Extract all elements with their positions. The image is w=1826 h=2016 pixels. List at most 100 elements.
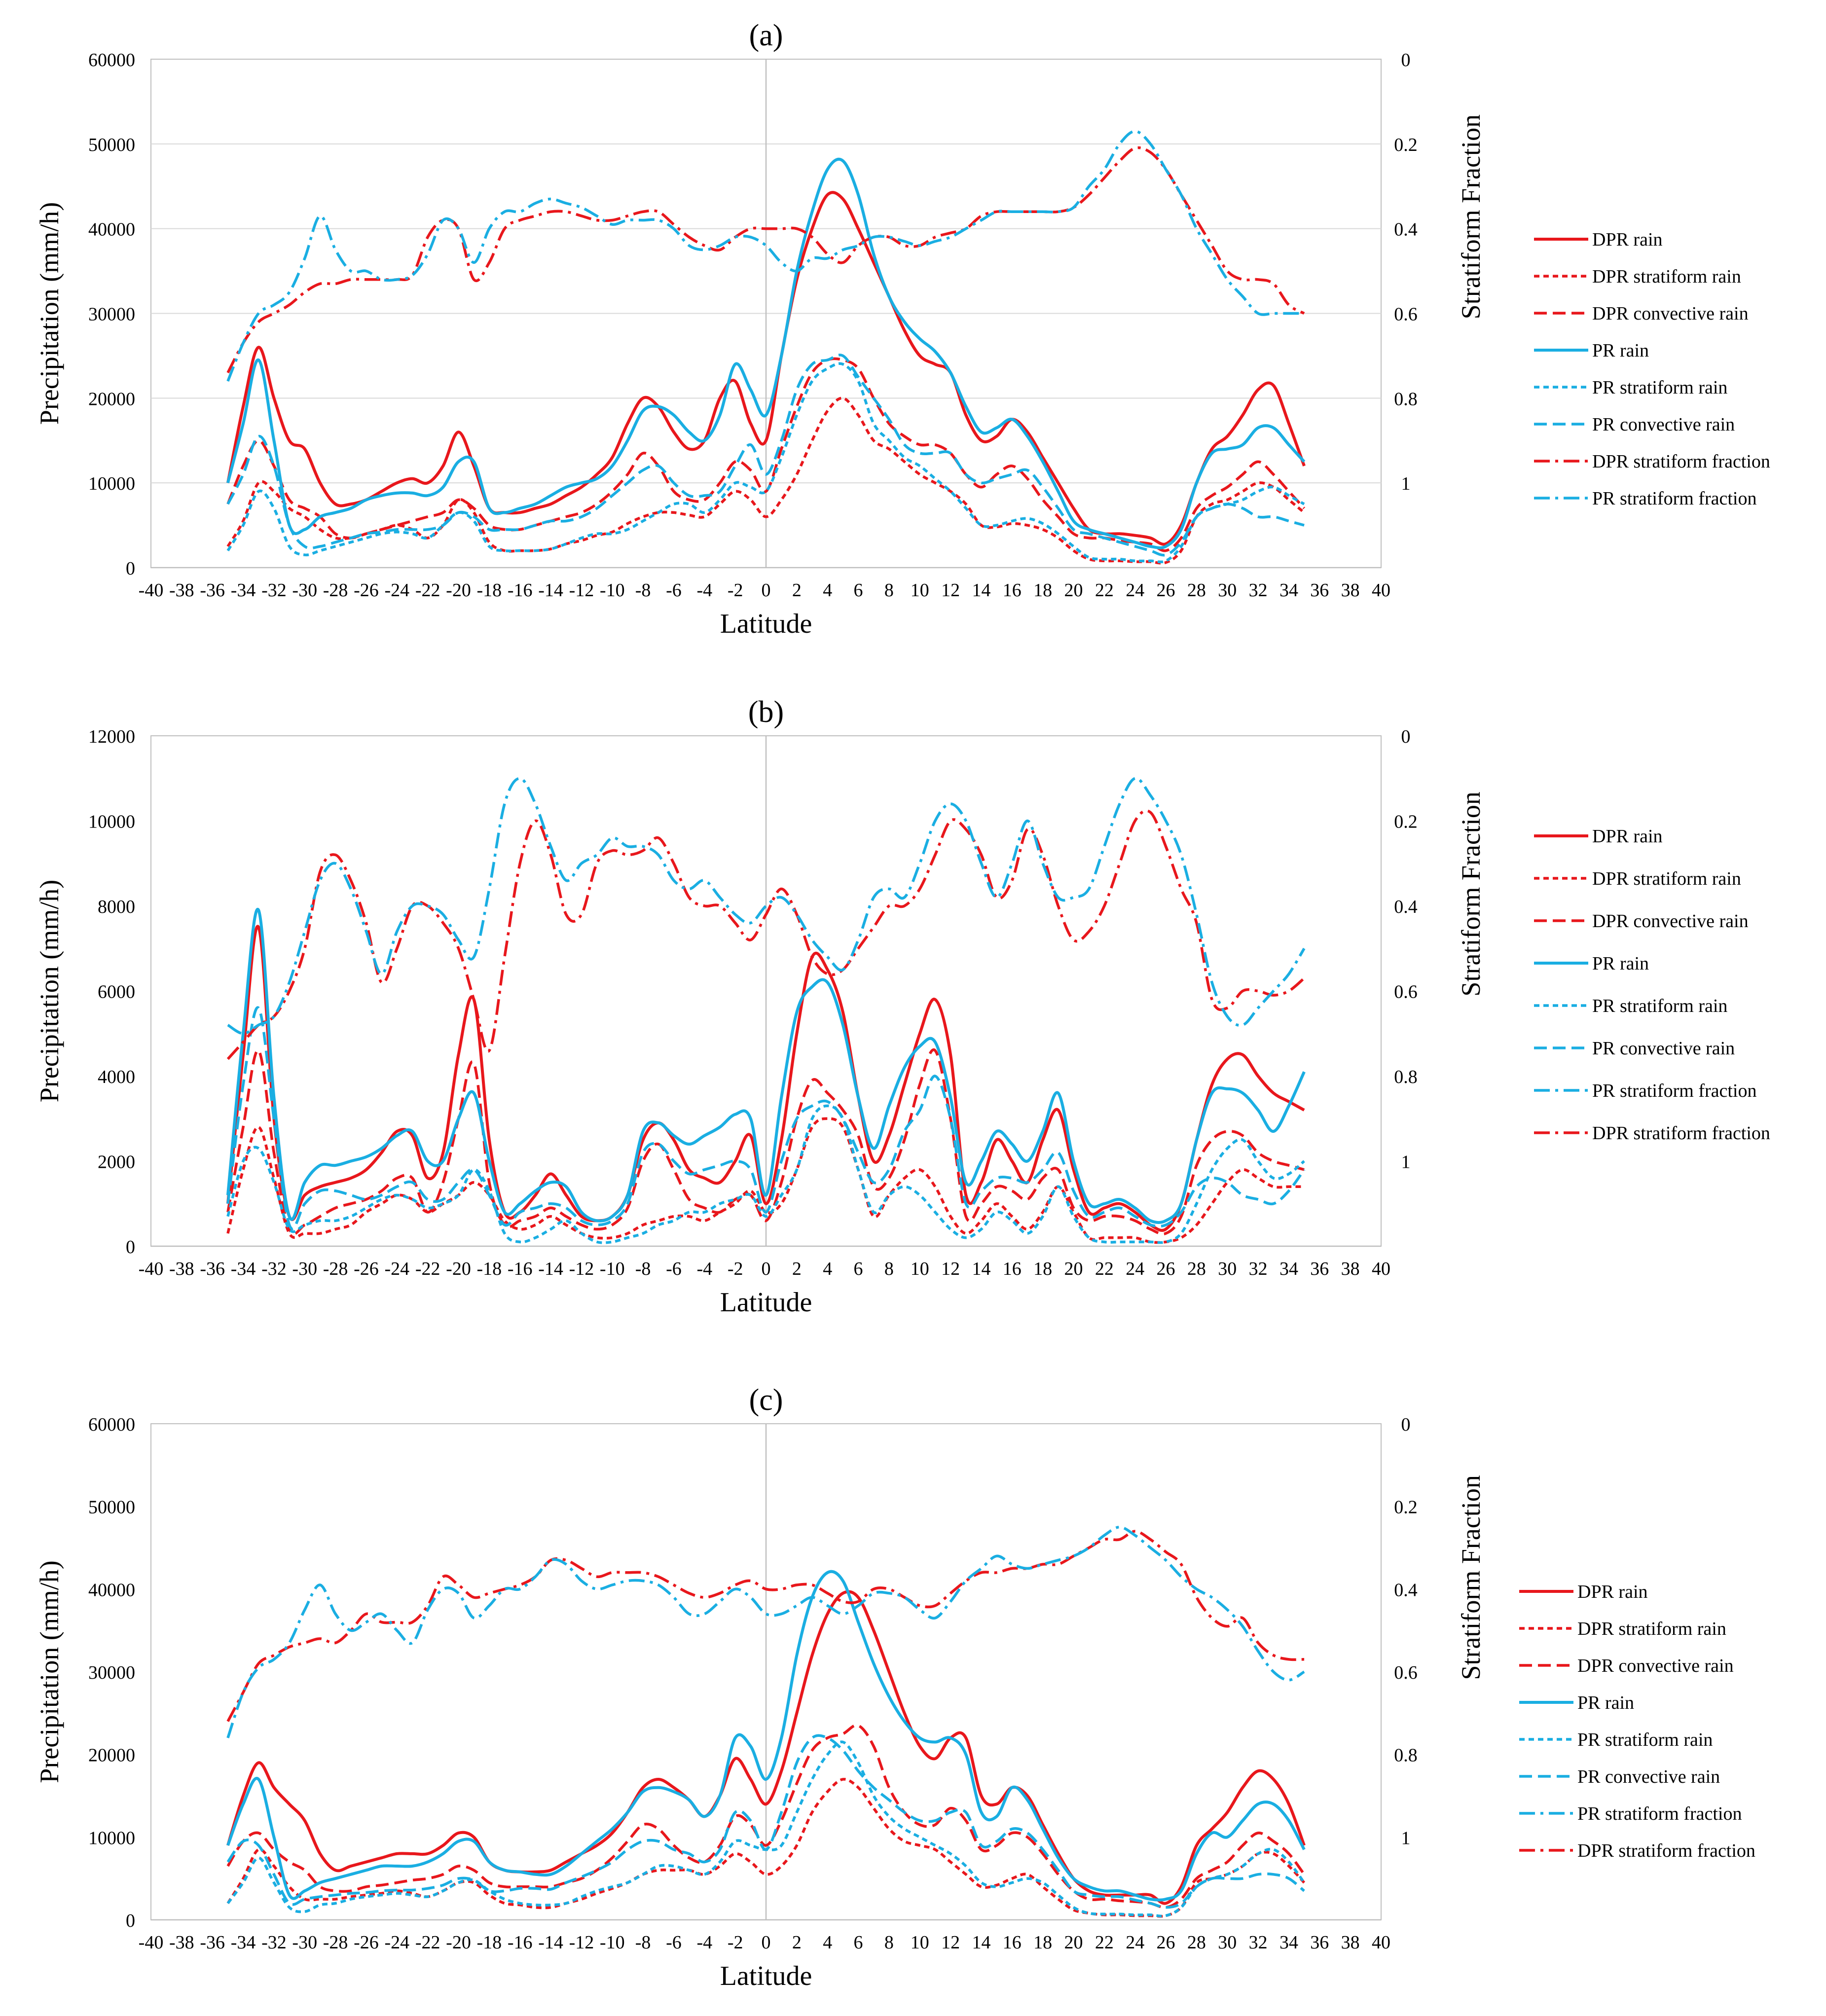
- legend-label: PR stratiform fraction: [1592, 488, 1756, 509]
- y-axis-title: Precipitation (mm/h): [35, 202, 64, 425]
- x-tick-label: 6: [854, 580, 863, 601]
- y-tick-label: 8000: [98, 897, 135, 917]
- legend-label: DPR stratiform rain: [1577, 1619, 1726, 1639]
- x-tick-label: 24: [1126, 580, 1144, 601]
- x-tick-label: -28: [323, 1932, 348, 1953]
- series-line-dpr-convective-rain: [226, 1724, 1306, 1909]
- x-tick-label: 36: [1310, 1932, 1329, 1953]
- x-tick-label: 8: [884, 1932, 894, 1953]
- series-line-dpr-convective-rain: [226, 357, 1306, 552]
- x-tick-label: 16: [1003, 580, 1022, 601]
- y-tick-label: 12000: [88, 726, 135, 747]
- y2-axis-title: Stratiform Fraction: [1456, 792, 1486, 996]
- y-tick-label: 4000: [98, 1067, 135, 1087]
- y2-tick-label: 1: [1401, 473, 1411, 494]
- x-tick-label: 26: [1157, 1259, 1175, 1279]
- series-line-pr-convective-rain: [226, 1734, 1305, 1909]
- x-tick-label: 40: [1372, 1932, 1390, 1953]
- x-tick-label: 18: [1033, 580, 1052, 601]
- y2-axis-title: Stratiform Fraction: [1456, 1475, 1486, 1680]
- panel-title: (c): [749, 1383, 783, 1417]
- x-tick-label: -24: [384, 1932, 409, 1953]
- x-tick-label: 16: [1003, 1932, 1022, 1953]
- x-tick-label: 38: [1341, 1259, 1360, 1279]
- x-tick-label: 16: [1003, 1259, 1022, 1279]
- x-tick-label: 38: [1341, 1932, 1360, 1953]
- x-tick-label: -8: [635, 1259, 651, 1279]
- x-tick-label: -20: [446, 1259, 471, 1279]
- x-tick-label: 34: [1279, 1932, 1298, 1953]
- x-tick-label: 0: [762, 1932, 771, 1953]
- x-tick-label: 4: [823, 1932, 832, 1953]
- x-tick-label: 12: [941, 580, 960, 601]
- x-tick-label: -28: [323, 580, 348, 601]
- series-line-pr-convective-rain: [226, 354, 1305, 557]
- x-tick-label: 8: [884, 1259, 894, 1279]
- x-tick-label: 12: [941, 1259, 960, 1279]
- y-axis-title: Precipitation (mm/h): [35, 1560, 64, 1783]
- x-tick-label: -20: [446, 1932, 471, 1953]
- x-tick-label: 40: [1372, 580, 1390, 601]
- x-tick-label: 32: [1249, 1259, 1268, 1279]
- x-tick-label: -12: [569, 1932, 594, 1953]
- x-axis-title: Latitude: [720, 1961, 812, 1991]
- x-tick-label: -30: [292, 1932, 317, 1953]
- x-tick-label: -20: [446, 580, 471, 601]
- x-tick-label: -16: [508, 1259, 533, 1279]
- series-line-pr-stratiform-fraction: [226, 130, 1305, 382]
- x-tick-label: -2: [728, 580, 743, 601]
- y-tick-label: 40000: [88, 1580, 135, 1600]
- legend-label: PR rain: [1592, 340, 1649, 361]
- y-tick-label: 20000: [88, 1745, 135, 1766]
- x-tick-label: -6: [666, 580, 682, 601]
- x-tick-label: -32: [261, 580, 287, 601]
- x-tick-label: 30: [1218, 580, 1237, 601]
- x-tick-label: 28: [1187, 1259, 1206, 1279]
- x-tick-label: 22: [1095, 580, 1114, 601]
- x-tick-label: 36: [1310, 1259, 1329, 1279]
- series-line-pr-rain: [226, 157, 1306, 549]
- x-tick-label: 6: [854, 1932, 863, 1953]
- x-tick-label: -16: [508, 580, 533, 601]
- y-axis-title: Precipitation (mm/h): [35, 880, 64, 1102]
- series-line-pr-convective-rain: [226, 1006, 1306, 1230]
- x-tick-label: 40: [1372, 1259, 1390, 1279]
- y2-tick-label: 0.2: [1394, 135, 1418, 155]
- x-tick-label: -32: [261, 1259, 287, 1279]
- x-tick-label: -10: [600, 1259, 625, 1279]
- legend-label: DPR rain: [1592, 229, 1663, 250]
- x-tick-label: -26: [354, 1932, 379, 1953]
- x-tick-label: -4: [696, 1259, 712, 1279]
- x-tick-label: -24: [384, 1259, 409, 1279]
- legend-label: PR stratiform rain: [1592, 996, 1727, 1016]
- x-tick-label: 18: [1033, 1259, 1052, 1279]
- x-tick-label: 18: [1033, 1932, 1052, 1953]
- x-tick-label: 32: [1249, 1932, 1268, 1953]
- y-tick-label: 10000: [88, 473, 135, 494]
- x-tick-label: -10: [600, 580, 625, 601]
- legend-label: PR rain: [1592, 953, 1649, 974]
- x-tick-label: -38: [169, 1932, 194, 1953]
- legend-label: PR stratiform fraction: [1577, 1803, 1742, 1824]
- x-tick-label: -14: [538, 1259, 563, 1279]
- y-tick-label: 10000: [88, 812, 135, 832]
- x-tick-label: 24: [1126, 1259, 1144, 1279]
- legend-label: PR stratiform rain: [1577, 1729, 1713, 1750]
- x-tick-label: -40: [139, 580, 164, 601]
- x-tick-label: -18: [477, 1259, 502, 1279]
- x-tick-label: -18: [477, 580, 502, 601]
- x-tick-label: 38: [1341, 580, 1360, 601]
- x-tick-label: -38: [169, 580, 194, 601]
- x-tick-label: -26: [354, 1259, 379, 1279]
- series-line-dpr-rain: [226, 925, 1305, 1232]
- x-tick-label: -2: [728, 1259, 743, 1279]
- series-line-dpr-rain: [226, 191, 1306, 546]
- x-tick-label: 10: [911, 1259, 929, 1279]
- y2-tick-label: 0.6: [1394, 982, 1418, 1003]
- x-tick-label: 14: [972, 1259, 990, 1279]
- legend-label: DPR rain: [1592, 826, 1663, 847]
- x-tick-label: -10: [600, 1932, 625, 1953]
- x-tick-label: -14: [538, 580, 563, 601]
- x-tick-label: -2: [728, 1932, 743, 1953]
- x-tick-label: 36: [1310, 580, 1329, 601]
